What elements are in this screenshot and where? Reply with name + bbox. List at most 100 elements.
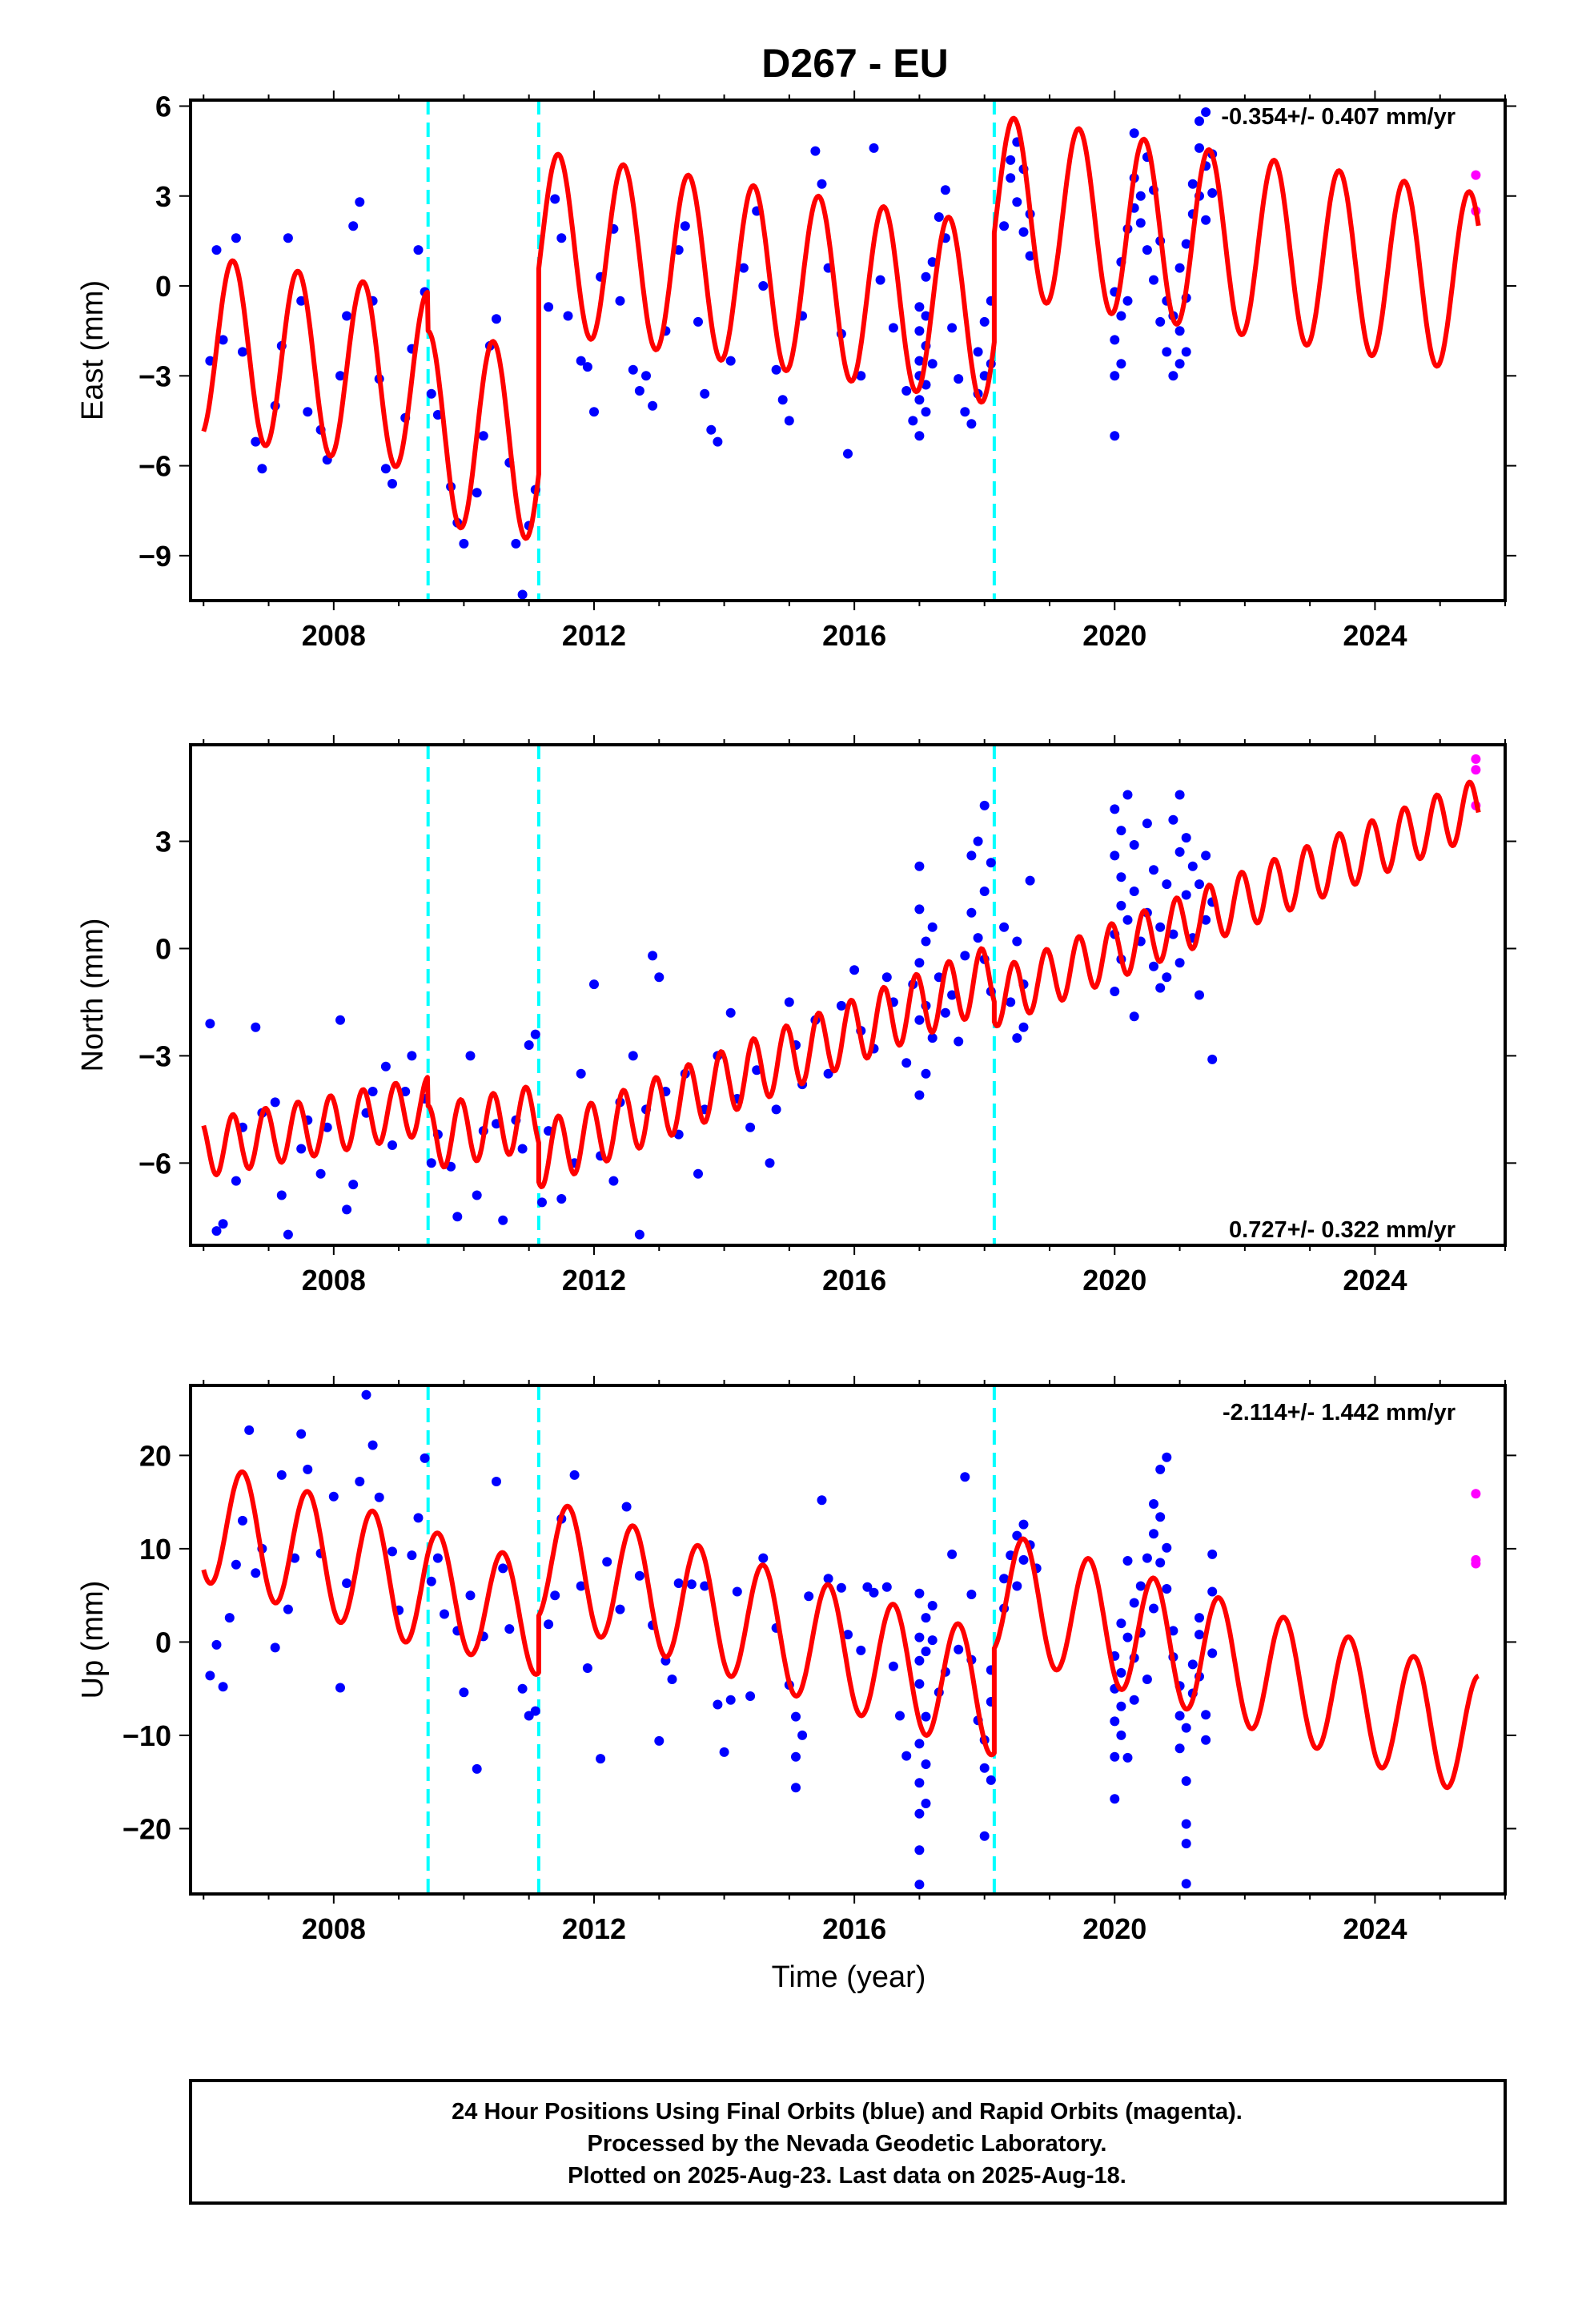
x-tick-label-east-2: 2016 <box>822 619 886 652</box>
rapid-point-north-1 <box>1471 765 1481 775</box>
point-east-16 <box>348 221 359 231</box>
point-east-4 <box>238 347 247 357</box>
point-up-108 <box>979 1763 990 1773</box>
point-east-52 <box>641 371 651 381</box>
point-east-123 <box>1122 296 1133 306</box>
point-up-83 <box>901 1751 912 1761</box>
point-east-59 <box>706 424 717 435</box>
point-east-130 <box>1142 245 1152 255</box>
point-up-46 <box>576 1581 586 1591</box>
y-tick-label-north-3: −6 <box>139 1147 171 1180</box>
point-east-93 <box>934 212 944 222</box>
point-east-137 <box>1168 371 1178 381</box>
point-east-102 <box>979 316 990 327</box>
point-east-86 <box>921 407 931 417</box>
point-east-98 <box>960 407 970 417</box>
point-north-83 <box>921 936 931 947</box>
point-up-150 <box>1162 1584 1172 1594</box>
point-north-9 <box>283 1229 293 1240</box>
y-tick-label-up-0: 20 <box>139 1439 171 1472</box>
point-up-125 <box>1110 1751 1120 1762</box>
point-north-102 <box>1012 1033 1022 1043</box>
point-north-91 <box>966 907 977 918</box>
point-east-2 <box>218 335 228 345</box>
point-east-81 <box>914 431 925 441</box>
point-up-54 <box>654 1735 665 1746</box>
point-east-116 <box>1110 431 1120 441</box>
point-north-80 <box>914 861 925 871</box>
point-up-109 <box>979 1831 990 1841</box>
point-north-129 <box>1168 814 1178 825</box>
panel-east: 2008 2012 2016 2020 2024 6 3 0 −3 −6 −9 East (mm) -0… <box>76 90 1516 652</box>
point-east-83 <box>914 326 925 336</box>
model-curve-up <box>201 1469 1480 1791</box>
point-north-109 <box>1110 804 1120 814</box>
point-north-98 <box>986 858 996 868</box>
point-north-61 <box>765 1158 775 1168</box>
point-up-2 <box>218 1682 228 1692</box>
point-east-153 <box>1207 188 1218 198</box>
point-up-77 <box>856 1645 866 1655</box>
point-up-3 <box>224 1613 235 1623</box>
point-north-115 <box>1122 915 1133 925</box>
point-east-21 <box>387 479 397 489</box>
point-north-54 <box>693 1168 703 1179</box>
point-up-142 <box>1149 1499 1158 1509</box>
point-north-110 <box>1110 987 1120 996</box>
point-north-93 <box>973 933 983 943</box>
point-east-147 <box>1195 143 1204 153</box>
point-north-67 <box>823 1068 833 1079</box>
point-north-128 <box>1162 972 1172 983</box>
point-east-79 <box>908 416 918 426</box>
x-tick-label-north-1: 2012 <box>562 1264 626 1297</box>
y-tick-label-up-3: −10 <box>122 1719 171 1752</box>
x-tick-label-east-0: 2008 <box>302 619 366 652</box>
point-up-26 <box>413 1513 424 1523</box>
point-north-125 <box>1155 922 1166 932</box>
point-east-120 <box>1116 359 1126 369</box>
point-north-32 <box>498 1215 508 1225</box>
point-east-30 <box>459 538 469 549</box>
rate-label-north: 0.727+/- 0.322 mm/yr <box>1229 1217 1456 1243</box>
point-up-145 <box>1155 1464 1166 1474</box>
point-north-107 <box>1110 850 1120 861</box>
point-up-36 <box>492 1477 501 1486</box>
point-up-69 <box>791 1751 801 1762</box>
point-up-51 <box>621 1502 632 1512</box>
point-east-9 <box>283 233 293 243</box>
point-up-29 <box>432 1553 443 1563</box>
point-north-100 <box>999 922 1010 932</box>
point-east-42 <box>556 233 567 243</box>
point-east-148 <box>1195 116 1204 127</box>
point-north-68 <box>836 1000 846 1011</box>
point-up-0 <box>205 1671 215 1681</box>
point-north-79 <box>914 904 925 915</box>
point-north-78 <box>914 958 925 968</box>
point-up-102 <box>947 1549 958 1559</box>
plot-frame-east <box>189 99 1507 602</box>
point-east-75 <box>869 143 879 153</box>
point-up-139 <box>1135 1581 1146 1591</box>
point-up-163 <box>1195 1630 1204 1640</box>
point-north-20 <box>387 1140 397 1150</box>
point-east-24 <box>413 245 424 255</box>
point-north-10 <box>296 1144 307 1154</box>
point-up-41 <box>530 1706 540 1716</box>
point-north-130 <box>1168 929 1178 939</box>
point-east-76 <box>875 275 885 285</box>
point-up-18 <box>342 1578 352 1588</box>
point-north-74 <box>901 1058 912 1068</box>
x-tick-label-north-4: 2024 <box>1343 1264 1407 1297</box>
point-east-80 <box>914 356 925 366</box>
point-up-33 <box>465 1590 476 1601</box>
point-north-111 <box>1116 900 1126 911</box>
point-up-147 <box>1155 1512 1166 1522</box>
point-north-127 <box>1162 879 1172 890</box>
point-north-50 <box>654 972 665 983</box>
point-up-155 <box>1174 1743 1185 1754</box>
point-up-159 <box>1181 1839 1191 1849</box>
footer-line-1: 24 Hour Positions Using Final Orbits (bl… <box>452 2099 1243 2125</box>
point-east-82 <box>914 395 925 405</box>
point-up-95 <box>921 1799 931 1808</box>
point-east-69 <box>810 146 821 156</box>
